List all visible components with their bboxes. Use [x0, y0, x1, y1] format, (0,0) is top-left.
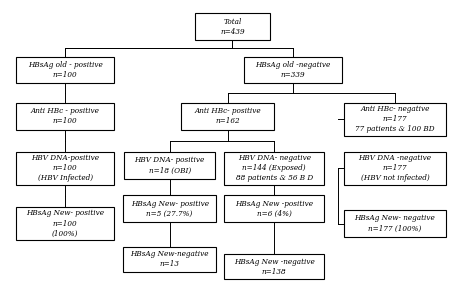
- Text: HBsAg New- negative
n=177 (100%): HBsAg New- negative n=177 (100%): [355, 214, 435, 233]
- FancyBboxPatch shape: [195, 13, 270, 40]
- Text: HBsAg old -negative
n=339: HBsAg old -negative n=339: [255, 61, 330, 79]
- FancyBboxPatch shape: [224, 152, 324, 185]
- Text: Anti HBc- positive
n=162: Anti HBc- positive n=162: [194, 107, 261, 125]
- FancyBboxPatch shape: [16, 207, 114, 240]
- FancyBboxPatch shape: [123, 195, 216, 222]
- Text: HBV DNA-positive
n=100
(HBV Infected): HBV DNA-positive n=100 (HBV Infected): [31, 154, 99, 182]
- FancyBboxPatch shape: [124, 152, 215, 179]
- FancyBboxPatch shape: [16, 152, 114, 185]
- Text: Anti HBc - positive
n=100: Anti HBc - positive n=100: [31, 107, 100, 125]
- FancyBboxPatch shape: [181, 103, 274, 130]
- Text: HBV DNA- positive
n=18 (OBI): HBV DNA- positive n=18 (OBI): [135, 156, 205, 174]
- FancyBboxPatch shape: [344, 152, 446, 185]
- FancyBboxPatch shape: [344, 103, 446, 136]
- FancyBboxPatch shape: [244, 57, 341, 84]
- FancyBboxPatch shape: [123, 247, 216, 272]
- Text: Anti HBc- negative
n=177
77 patients & 100 BD: Anti HBc- negative n=177 77 patients & 1…: [355, 105, 435, 133]
- Text: HBsAg New -negative
n=138: HBsAg New -negative n=138: [234, 258, 315, 276]
- Text: HBsAg New-negative
n=13: HBsAg New-negative n=13: [130, 250, 209, 268]
- FancyBboxPatch shape: [224, 195, 324, 222]
- Text: HBsAg New- positive
n=5 (27.7%): HBsAg New- positive n=5 (27.7%): [131, 199, 209, 218]
- FancyBboxPatch shape: [16, 57, 114, 84]
- FancyBboxPatch shape: [224, 254, 324, 279]
- Text: HBsAg old - positive
n=100: HBsAg old - positive n=100: [28, 61, 102, 79]
- Text: HBsAg New- positive
n=100
(100%): HBsAg New- positive n=100 (100%): [26, 209, 104, 238]
- Text: HBV DNA -negative
n=177
(HBV not infected): HBV DNA -negative n=177 (HBV not infecte…: [358, 154, 431, 182]
- FancyBboxPatch shape: [16, 103, 114, 130]
- Text: Total
n=439: Total n=439: [220, 18, 245, 36]
- FancyBboxPatch shape: [344, 210, 446, 237]
- Text: HBV DNA- negative
n=144 (Exposed)
88 patients & 56 B D: HBV DNA- negative n=144 (Exposed) 88 pat…: [236, 154, 313, 182]
- Text: HBsAg New -positive
n=6 (4%): HBsAg New -positive n=6 (4%): [235, 199, 313, 218]
